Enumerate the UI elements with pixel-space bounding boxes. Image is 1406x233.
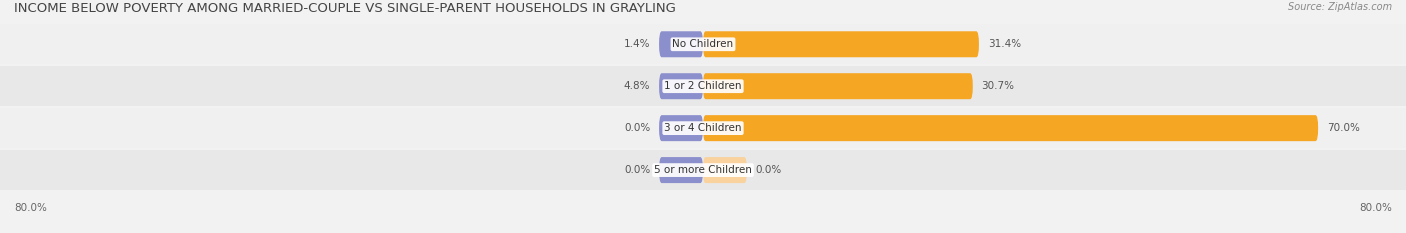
Text: INCOME BELOW POVERTY AMONG MARRIED-COUPLE VS SINGLE-PARENT HOUSEHOLDS IN GRAYLIN: INCOME BELOW POVERTY AMONG MARRIED-COUPL… [14,2,676,15]
Text: 70.0%: 70.0% [1327,123,1360,133]
Bar [0,24,1406,64]
Text: 80.0%: 80.0% [1360,203,1392,213]
FancyBboxPatch shape [659,31,703,57]
Text: No Children: No Children [672,39,734,49]
Text: 1 or 2 Children: 1 or 2 Children [664,81,742,91]
Text: 0.0%: 0.0% [756,165,782,175]
Text: 30.7%: 30.7% [981,81,1015,91]
Bar [0,66,1406,106]
Text: 4.8%: 4.8% [624,81,650,91]
FancyBboxPatch shape [659,73,703,99]
Text: 0.0%: 0.0% [624,165,650,175]
FancyBboxPatch shape [659,157,703,183]
Text: 80.0%: 80.0% [14,203,46,213]
Text: 3 or 4 Children: 3 or 4 Children [664,123,742,133]
Bar [0,108,1406,148]
Text: 1.4%: 1.4% [624,39,650,49]
FancyBboxPatch shape [703,31,979,57]
FancyBboxPatch shape [659,115,703,141]
Text: Source: ZipAtlas.com: Source: ZipAtlas.com [1288,2,1392,12]
FancyBboxPatch shape [703,73,973,99]
FancyBboxPatch shape [703,115,1319,141]
Bar [0,150,1406,190]
Text: 0.0%: 0.0% [624,123,650,133]
FancyBboxPatch shape [703,157,747,183]
Text: 31.4%: 31.4% [987,39,1021,49]
Text: 5 or more Children: 5 or more Children [654,165,752,175]
